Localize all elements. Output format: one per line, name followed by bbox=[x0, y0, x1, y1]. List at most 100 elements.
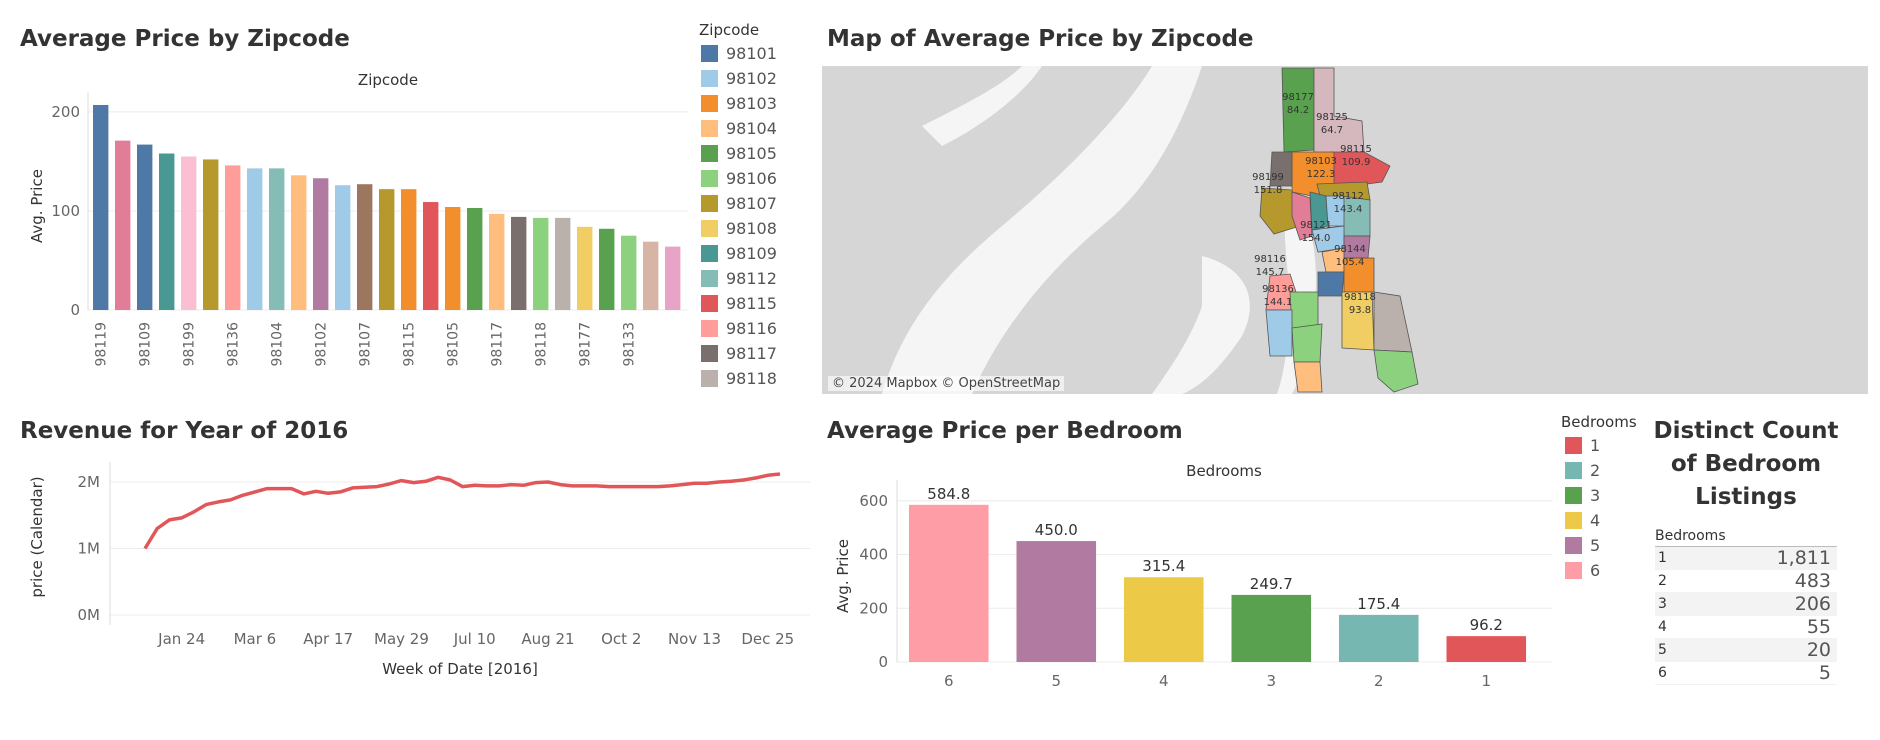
bedroom-legend-item[interactable]: 4 bbox=[1565, 508, 1600, 533]
zip-legend-item[interactable]: 98107 bbox=[701, 191, 777, 216]
zip-bar bbox=[555, 217, 571, 310]
zip-bar bbox=[599, 228, 615, 310]
zip-legend-item[interactable]: 98118 bbox=[701, 366, 777, 391]
count-value: 20 bbox=[1806, 639, 1831, 661]
legend-label: 5 bbox=[1590, 536, 1601, 555]
bedroom-legend-title: Bedrooms bbox=[1561, 413, 1637, 431]
legend-label: 98109 bbox=[726, 244, 777, 263]
map-value-label: 122.3 bbox=[1307, 169, 1336, 180]
bedroom-legend-item[interactable]: 5 bbox=[1565, 533, 1600, 558]
legend-label: 98115 bbox=[726, 294, 777, 313]
zip-chart-ylabel: Avg. Price bbox=[28, 169, 46, 243]
bedroom-legend-item[interactable]: 3 bbox=[1565, 483, 1600, 508]
count-row: 5 20 bbox=[1655, 639, 1837, 662]
region-98178 bbox=[1373, 349, 1419, 393]
revenue-xtick-label: Dec 25 bbox=[741, 630, 794, 648]
zip-bar bbox=[577, 226, 593, 310]
zip-regions bbox=[1259, 67, 1419, 393]
zip-legend-item[interactable]: 98102 bbox=[701, 66, 777, 91]
legend-label: 6 bbox=[1590, 561, 1601, 580]
revenue-title: Revenue for Year of 2016 bbox=[20, 418, 349, 444]
count-value: 55 bbox=[1806, 616, 1831, 638]
bedroom-bar-value: 249.7 bbox=[1250, 575, 1293, 593]
bedroom-ylabel: Avg. Price bbox=[834, 539, 852, 613]
zip-legend-item[interactable]: 98106 bbox=[701, 166, 777, 191]
zip-xtick-label: 98177 bbox=[578, 322, 594, 367]
revenue-xtick-label: Jul 10 bbox=[453, 630, 496, 648]
map-value-label: 84.2 bbox=[1287, 105, 1309, 116]
region-98146 bbox=[1293, 361, 1323, 393]
legend-label: 4 bbox=[1590, 511, 1601, 530]
zip-bar bbox=[445, 206, 461, 310]
legend-swatch bbox=[701, 195, 718, 212]
zip-legend-item[interactable]: 98104 bbox=[701, 116, 777, 141]
map-zip-label: 98144 bbox=[1334, 244, 1366, 255]
map-attribution[interactable]: © 2024 Mapbox © OpenStreetMap bbox=[828, 376, 1065, 391]
zip-legend-item[interactable]: 98103 bbox=[701, 91, 777, 116]
zip-xtick-label: 98115 bbox=[402, 322, 418, 367]
legend-swatch bbox=[701, 170, 718, 187]
zip-bar bbox=[115, 140, 131, 310]
zip-bar bbox=[357, 184, 373, 310]
zip-legend-item[interactable]: 98117 bbox=[701, 341, 777, 366]
legend-label: 98118 bbox=[726, 369, 777, 388]
bedroom-bar-value: 96.2 bbox=[1470, 616, 1503, 634]
zip-legend-item[interactable]: 98101 bbox=[701, 41, 777, 66]
zip-bar bbox=[291, 175, 307, 310]
zipcode-map[interactable]: 98177 84.2 98125 64.7 98115 109.9 98103 122.3 98… bbox=[822, 66, 1868, 394]
legend-swatch bbox=[701, 145, 718, 162]
count-key: 3 bbox=[1658, 596, 1667, 612]
legend-label: 98103 bbox=[726, 94, 777, 113]
zip-legend-title: Zipcode bbox=[699, 21, 760, 39]
legend-swatch bbox=[701, 120, 718, 137]
bedroom-chart-title: Average Price per Bedroom bbox=[827, 418, 1183, 444]
legend-swatch bbox=[701, 320, 718, 337]
zip-xtick-label: 98105 bbox=[446, 322, 462, 367]
legend-label: 3 bbox=[1590, 486, 1601, 505]
revenue-xlabel: Week of Date [2016] bbox=[382, 660, 538, 678]
zip-bar bbox=[247, 168, 263, 310]
zip-legend-item[interactable]: 98109 bbox=[701, 241, 777, 266]
zip-legend: 98101 98102 98103 98104 98105 98106 98107 98108… bbox=[701, 41, 777, 396]
zip-legend-item[interactable]: 98112 bbox=[701, 266, 777, 291]
zip-xtick-label: 98109 bbox=[138, 322, 154, 367]
zip-xtick-label: 98199 bbox=[182, 322, 198, 367]
bedroom-legend-item[interactable]: 1 bbox=[1565, 433, 1600, 458]
zip-bar bbox=[225, 165, 241, 310]
legend-label: 98106 bbox=[726, 169, 777, 188]
region-98106 bbox=[1291, 323, 1323, 363]
bedroom-ytick-label: 200 bbox=[859, 599, 888, 617]
zip-legend-item[interactable]: 98115 bbox=[701, 291, 777, 316]
region-98118 bbox=[1373, 291, 1413, 353]
zip-xtick-label: 98133 bbox=[622, 322, 638, 367]
zip-legend-item[interactable]: 98108 bbox=[701, 216, 777, 241]
zip-xtick-label: 98102 bbox=[314, 322, 330, 367]
zip-xtick-label: 98104 bbox=[270, 322, 286, 367]
map-canvas: 98177 84.2 98125 64.7 98115 109.9 98103 122.3 98… bbox=[882, 66, 1419, 394]
zip-bar bbox=[423, 202, 439, 310]
legend-label: 98116 bbox=[726, 319, 777, 338]
bedroom-legend-item[interactable]: 2 bbox=[1565, 458, 1600, 483]
zip-chart-title: Average Price by Zipcode bbox=[20, 26, 350, 52]
region-98125 bbox=[1313, 67, 1365, 155]
zip-legend-item[interactable]: 98116 bbox=[701, 316, 777, 341]
count-table-header: Bedrooms bbox=[1655, 528, 1837, 547]
region-98112 bbox=[1341, 195, 1371, 237]
legend-swatch bbox=[701, 345, 718, 362]
map-zip-label: 98199 bbox=[1252, 172, 1284, 183]
bedroom-xtick-label: 2 bbox=[1374, 672, 1384, 690]
legend-swatch bbox=[1565, 462, 1582, 479]
bedroom-legend-item[interactable]: 6 bbox=[1565, 558, 1600, 583]
zip-bar bbox=[401, 189, 417, 310]
region-98134 bbox=[1317, 271, 1345, 297]
map-zip-label: 98125 bbox=[1316, 112, 1348, 123]
revenue-xtick-label: May 29 bbox=[374, 630, 429, 648]
legend-swatch bbox=[701, 95, 718, 112]
legend-swatch bbox=[1565, 512, 1582, 529]
zip-legend-item[interactable]: 98105 bbox=[701, 141, 777, 166]
revenue-ylabel: price (Calendar) bbox=[28, 476, 46, 597]
legend-swatch bbox=[701, 70, 718, 87]
bedroom-xtick-label: 6 bbox=[944, 672, 954, 690]
map-value-label: 93.8 bbox=[1349, 305, 1371, 316]
